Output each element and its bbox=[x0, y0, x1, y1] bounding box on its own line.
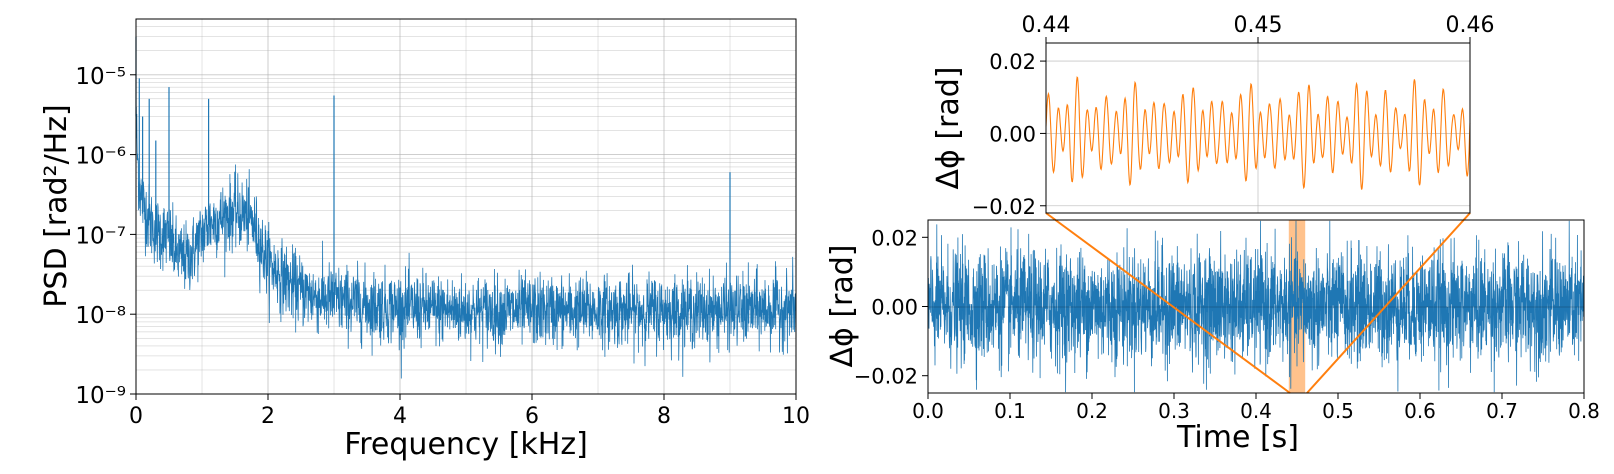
psd-y-tick-label: 10⁻⁹ bbox=[75, 383, 126, 409]
time-x-tick-label: 0.5 bbox=[1322, 399, 1354, 423]
psd-x-tick-label: 2 bbox=[261, 404, 275, 429]
psd-x-tick-label: 10 bbox=[782, 404, 810, 429]
zoom-connector-right bbox=[1306, 212, 1471, 394]
time-panel: 0.0 0.1 0.2 0.3 0.4 0.5 0.6 0.7 0.8 −0.02 0.00 0.0… bbox=[825, 212, 1600, 455]
time-x-ticks: 0.0 0.1 0.2 0.3 0.4 0.5 0.6 0.7 0.8 bbox=[912, 393, 1600, 423]
inset-x-tick-label: 0.44 bbox=[1022, 13, 1071, 38]
psd-x-label: Frequency [kHz] bbox=[344, 427, 588, 462]
time-y-ticks: −0.02 0.00 0.02 bbox=[854, 226, 928, 389]
psd-y-tick-label: 10⁻⁸ bbox=[75, 303, 126, 329]
time-x-tick-label: 0.6 bbox=[1404, 399, 1436, 423]
psd-series bbox=[135, 36, 797, 379]
time-x-label: Time [s] bbox=[1176, 420, 1299, 455]
psd-x-ticks: 0 2 4 6 8 10 bbox=[129, 394, 810, 429]
psd-y-tick-label: 10⁻⁵ bbox=[75, 64, 126, 90]
inset-x-ticks: 0.44 0.45 0.46 bbox=[1022, 13, 1495, 43]
psd-x-tick-label: 8 bbox=[657, 404, 671, 429]
time-x-tick-label: 0.1 bbox=[994, 399, 1026, 423]
time-series bbox=[927, 220, 1585, 393]
psd-y-ticks: 10⁻⁹ 10⁻⁸ 10⁻⁷ 10⁻⁶ 10⁻⁵ bbox=[75, 64, 136, 409]
inset-series bbox=[1045, 76, 1471, 190]
psd-y-label: PSD [rad²/Hz] bbox=[39, 104, 74, 307]
psd-x-tick-label: 4 bbox=[393, 404, 407, 429]
inset-y-label: Δϕ [rad] bbox=[931, 66, 966, 189]
psd-y-tick-label: 10⁻⁷ bbox=[75, 223, 126, 249]
time-x-tick-label: 0.8 bbox=[1568, 399, 1600, 423]
time-y-label: Δϕ [rad] bbox=[825, 244, 860, 367]
inset-panel: 0.44 0.45 0.46 −0.02 0.00 0.02 Δϕ [rad] bbox=[931, 13, 1494, 219]
time-y-tick-label: 0.00 bbox=[871, 296, 918, 320]
psd-x-tick-label: 0 bbox=[129, 404, 143, 429]
time-y-tick-label: 0.02 bbox=[871, 226, 918, 250]
zoom-connector-left bbox=[1045, 212, 1291, 394]
time-x-tick-label: 0.0 bbox=[912, 399, 944, 423]
inset-y-tick-label: 0.00 bbox=[989, 122, 1036, 146]
time-x-tick-label: 0.3 bbox=[1158, 399, 1190, 423]
psd-panel: 0 2 4 6 8 10 10⁻⁹ 10⁻⁸ 10⁻⁷ 10⁻⁶ 10⁻⁵ Frequency [… bbox=[39, 18, 810, 462]
time-series-line bbox=[927, 220, 1585, 393]
inset-x-tick-label: 0.45 bbox=[1234, 13, 1283, 38]
time-x-tick-label: 0.2 bbox=[1076, 399, 1108, 423]
psd-x-tick-label: 6 bbox=[525, 404, 539, 429]
psd-series-line bbox=[135, 106, 797, 379]
time-x-tick-label: 0.4 bbox=[1240, 399, 1272, 423]
inset-y-tick-label: −0.02 bbox=[972, 195, 1036, 219]
time-y-tick-label: −0.02 bbox=[854, 365, 918, 389]
psd-y-tick-label: 10⁻⁶ bbox=[75, 144, 126, 170]
inset-y-ticks: −0.02 0.00 0.02 bbox=[972, 50, 1046, 219]
inset-x-tick-label: 0.46 bbox=[1446, 13, 1495, 38]
psd-axes-frame bbox=[135, 18, 797, 395]
time-x-tick-label: 0.7 bbox=[1486, 399, 1518, 423]
inset-y-tick-label: 0.02 bbox=[989, 50, 1036, 74]
inset-series-line bbox=[1045, 76, 1471, 190]
